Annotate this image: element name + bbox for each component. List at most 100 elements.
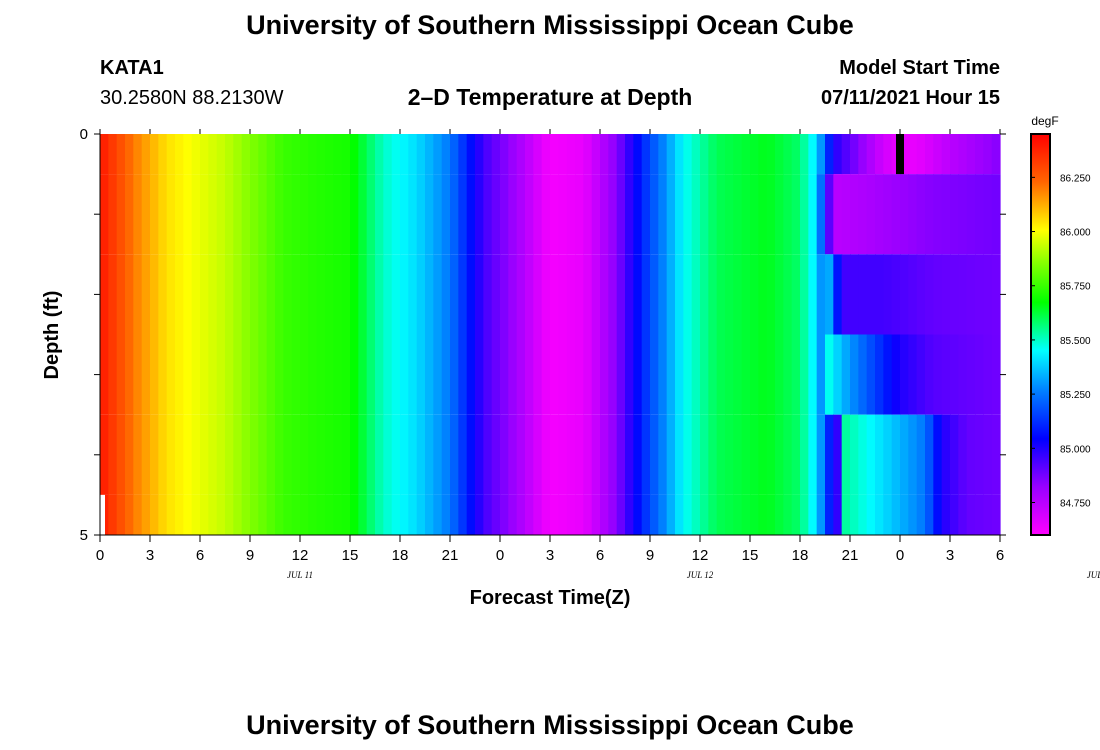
heatmap-cell xyxy=(533,174,543,255)
heatmap-cell xyxy=(691,174,701,255)
heatmap-cell xyxy=(791,494,801,535)
heatmap-cell xyxy=(408,174,418,255)
heatmap-cell xyxy=(283,134,293,175)
heatmap-cell xyxy=(300,174,309,255)
heatmap-cell xyxy=(883,414,893,495)
heatmap-cell xyxy=(216,134,226,175)
heatmap-cell xyxy=(941,254,951,335)
heatmap-cell xyxy=(366,494,376,535)
x-tick-label: 12 xyxy=(692,547,709,564)
station-id: KATA1 xyxy=(100,57,164,79)
heatmap-cell xyxy=(141,334,151,415)
heatmap-cell xyxy=(800,174,809,255)
heatmap-cell xyxy=(450,494,459,535)
heatmap-cell xyxy=(291,254,301,335)
heatmap-cell xyxy=(266,174,276,255)
heatmap-cell xyxy=(441,334,451,415)
heatmap-cell xyxy=(366,334,376,415)
date-label: JUL 11 xyxy=(287,570,313,580)
y-axis-ticks: 05 xyxy=(80,126,1006,544)
heatmap-cell xyxy=(858,414,868,495)
heatmap-cell xyxy=(975,334,984,415)
heatmap-cell xyxy=(933,334,943,415)
heatmap-cell xyxy=(991,334,1001,415)
heatmap-cell xyxy=(141,254,151,335)
heatmap-cell xyxy=(216,334,226,415)
heatmap-cell xyxy=(233,254,243,335)
heatmap-cell xyxy=(683,174,693,255)
heatmap-cell xyxy=(191,254,201,335)
heatmap-cell xyxy=(616,174,626,255)
heatmap-cell xyxy=(150,254,159,335)
heatmap-cell xyxy=(166,174,176,255)
heatmap-cell xyxy=(925,254,934,335)
heatmap-cell xyxy=(308,414,318,495)
heatmap-cell xyxy=(950,494,959,535)
heatmap-cell xyxy=(341,494,351,535)
heatmap-cell xyxy=(625,494,634,535)
heatmap-cell xyxy=(958,334,968,415)
heatmap-cell xyxy=(983,494,993,535)
heatmap-cell xyxy=(991,134,1001,175)
x-axis-ticks: 0 3 6 9 12 15 18 21 0 3 6 9 12 15 18 21 0 3 6 xyxy=(96,129,1004,564)
heatmap-cell xyxy=(408,414,418,495)
colorbar-gradient xyxy=(1030,133,1051,536)
heatmap-cell xyxy=(283,174,293,255)
heatmap-cell xyxy=(950,254,959,335)
heatmap-cell xyxy=(875,494,884,535)
heatmap-cell xyxy=(633,254,643,335)
heatmap-cell xyxy=(275,414,284,495)
heatmap-cell xyxy=(733,334,743,415)
heatmap-cell xyxy=(641,494,651,535)
heatmap-cell xyxy=(841,134,851,175)
heatmap-cell xyxy=(416,134,426,175)
heatmap-cell xyxy=(608,174,618,255)
heatmap-cell xyxy=(433,174,443,255)
heatmap-cell xyxy=(950,134,959,175)
heatmap-cell xyxy=(791,174,801,255)
missing-data-cell xyxy=(100,494,105,535)
heatmap-cell xyxy=(666,254,676,335)
heatmap-cell xyxy=(125,134,134,175)
heatmap-cell xyxy=(783,494,793,535)
heatmap-cell xyxy=(133,414,143,495)
heatmap-cell xyxy=(608,134,618,175)
heatmap-cell xyxy=(300,134,309,175)
heatmap-cell xyxy=(200,494,209,535)
heatmap-cell xyxy=(616,134,626,175)
heatmap-cell xyxy=(525,134,534,175)
heatmap-cell xyxy=(391,174,401,255)
heatmap-cell xyxy=(641,254,651,335)
heatmap-cell xyxy=(458,174,468,255)
heatmap-cell xyxy=(450,334,459,415)
heatmap-cell xyxy=(508,134,518,175)
heatmap-cell xyxy=(258,254,268,335)
heatmap-cell xyxy=(341,174,351,255)
heatmap-cell xyxy=(391,254,401,335)
heatmap-cell xyxy=(908,134,918,175)
chart-title: University of Southern Mississippi Ocean… xyxy=(246,10,854,40)
x-tick-label: 21 xyxy=(442,547,459,564)
heatmap-cell xyxy=(433,494,443,535)
x-tick-label: 3 xyxy=(146,547,154,564)
heatmap-cell xyxy=(816,174,826,255)
heatmap-cell xyxy=(925,414,934,495)
heatmap-cell xyxy=(350,494,359,535)
heatmap-cell xyxy=(350,254,359,335)
heatmap-cell xyxy=(433,334,443,415)
heatmap-cell xyxy=(600,254,609,335)
heatmap-cell xyxy=(300,254,309,335)
heatmap-cell xyxy=(358,174,368,255)
heatmap-cell xyxy=(141,174,151,255)
heatmap-cell xyxy=(975,134,984,175)
heatmap-cell xyxy=(166,334,176,415)
heatmap-cell xyxy=(600,134,609,175)
heatmap-cell xyxy=(691,134,701,175)
heatmap-cell xyxy=(750,334,759,415)
heatmap-cell xyxy=(925,174,934,255)
heatmap-cell xyxy=(491,414,501,495)
heatmap-cell xyxy=(858,254,868,335)
heatmap-cell xyxy=(566,414,576,495)
heatmap-cell xyxy=(708,414,718,495)
heatmap-cell xyxy=(558,254,568,335)
